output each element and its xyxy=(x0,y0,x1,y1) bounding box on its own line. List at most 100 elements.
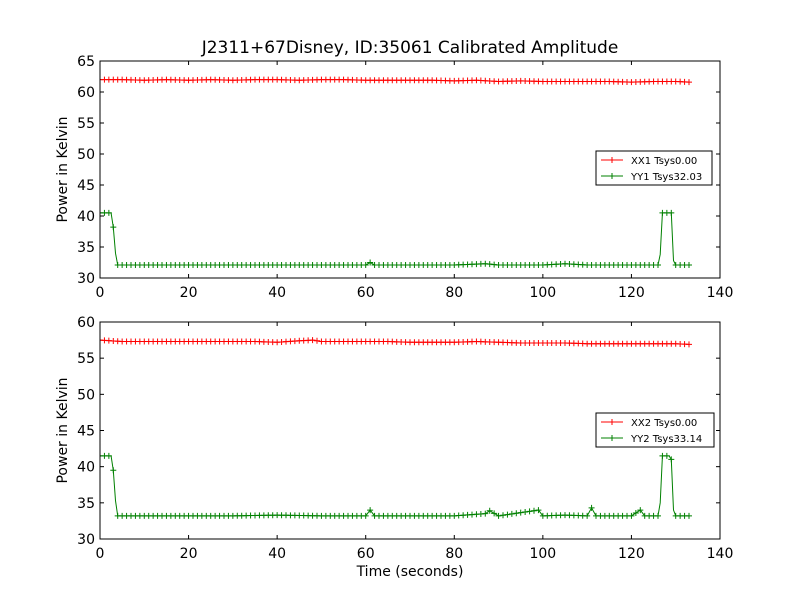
legend-marker xyxy=(609,173,615,179)
y-axis-label: Power in Kelvin xyxy=(55,116,71,222)
series-point xyxy=(110,467,117,474)
y-tick-label: 35 xyxy=(77,240,95,256)
x-tick-label: 100 xyxy=(529,546,556,562)
subplot-1: 0 20 40 60 80 100 120 140 30 35 40 45 50 55 60 65 Power … xyxy=(55,54,733,301)
series-point xyxy=(367,507,374,514)
series-point xyxy=(486,507,493,514)
x-tick-label: 0 xyxy=(96,285,105,301)
series-point xyxy=(491,510,498,517)
series-point xyxy=(362,261,369,268)
series-point xyxy=(482,510,489,517)
series-point xyxy=(500,512,506,519)
x-tick-label: 80 xyxy=(445,546,463,562)
legend-label: XX1 Tsys0.00 xyxy=(631,156,697,167)
x-tick-label: 60 xyxy=(357,285,375,301)
series-point xyxy=(686,341,692,348)
y-tick-label: 50 xyxy=(77,147,95,163)
series-point xyxy=(686,79,692,86)
y-tick-label: 40 xyxy=(77,209,95,225)
series-line xyxy=(100,212,689,266)
legend-entry: YY1 Tsys32.03 xyxy=(601,172,702,183)
x-tick-label: 20 xyxy=(180,546,198,562)
series-point xyxy=(535,507,542,514)
legend: XX1 Tsys0.00 YY1 Tsys32.03 xyxy=(595,150,713,186)
y-tick-label: 45 xyxy=(77,178,95,194)
series-point xyxy=(663,452,670,459)
series-point xyxy=(637,507,644,514)
y-tick-label: 35 xyxy=(77,496,95,512)
series-point xyxy=(522,509,529,515)
legend-marker xyxy=(609,157,615,163)
series-point xyxy=(495,512,502,519)
y-tick-label: 30 xyxy=(77,271,95,287)
legend-box xyxy=(595,150,713,186)
series-point xyxy=(655,512,661,519)
x-tick-label: 80 xyxy=(445,285,463,301)
y-tick-label: 65 xyxy=(77,54,95,70)
plot-area xyxy=(100,337,692,519)
series-point xyxy=(655,261,661,268)
y-axis-label: Power in Kelvin xyxy=(55,377,71,483)
series-point xyxy=(526,508,533,515)
y-tick-label: 55 xyxy=(77,116,95,132)
x-tick-label: 120 xyxy=(618,546,645,562)
y-tick-label: 60 xyxy=(77,315,95,331)
plot-area xyxy=(100,76,692,268)
series-point xyxy=(668,456,675,463)
x-tick-label: 140 xyxy=(707,546,734,562)
y-tick-label: 30 xyxy=(77,532,95,548)
series-point xyxy=(367,259,374,266)
x-tick-label: 140 xyxy=(707,285,734,301)
legend-marker xyxy=(609,435,615,441)
series-point xyxy=(309,337,316,344)
subplot-2: 0 20 40 60 80 100 120 140 30 35 40 45 50 55 60 Power in… xyxy=(55,315,733,562)
series-point xyxy=(105,452,112,459)
series-point xyxy=(628,512,635,519)
series-point xyxy=(632,509,639,516)
y-tick-label: 60 xyxy=(77,85,95,101)
x-tick-label: 60 xyxy=(357,546,375,562)
y-tick-label: 40 xyxy=(77,460,95,476)
series-xx1 xyxy=(100,76,692,86)
y-tick-label: 55 xyxy=(77,351,95,367)
series-point xyxy=(531,507,537,514)
legend-entry: YY2 Tsys33.14 xyxy=(601,434,702,445)
x-tick-label: 100 xyxy=(529,285,556,301)
legend-label: XX2 Tsys0.00 xyxy=(631,418,697,429)
series-yy1 xyxy=(100,209,692,268)
series-point xyxy=(517,509,524,516)
series-point xyxy=(105,209,112,216)
series-point xyxy=(508,510,515,517)
figure-title: J2311+67Disney, ID:35061 Calibrated Ampl… xyxy=(201,38,619,58)
legend-label: YY2 Tsys33.14 xyxy=(630,434,702,445)
series-point xyxy=(686,261,692,268)
series-point xyxy=(504,511,511,518)
legend-entry: XX2 Tsys0.00 xyxy=(601,418,697,429)
series-point xyxy=(513,510,520,517)
series-yy2 xyxy=(100,452,692,519)
x-tick-label: 40 xyxy=(268,285,286,301)
series-line xyxy=(100,455,689,517)
axes-frame xyxy=(99,60,721,279)
series-point xyxy=(588,504,595,511)
series-point xyxy=(686,512,692,519)
series-point xyxy=(362,512,369,519)
y-tick-label: 45 xyxy=(77,424,95,440)
subplots: 0 20 40 60 80 100 120 140 30 35 40 45 50 55 60 65 Power … xyxy=(55,54,733,562)
x-tick-label: 40 xyxy=(268,546,286,562)
series-xx2 xyxy=(100,337,692,348)
legend-entry: XX1 Tsys0.00 xyxy=(601,156,697,167)
series-point xyxy=(668,209,675,216)
series-point xyxy=(110,224,117,231)
legend: XX2 Tsys0.00 YY2 Tsys33.14 xyxy=(595,412,715,448)
x-tick-label: 20 xyxy=(180,285,198,301)
x-axis-label: Time (seconds) xyxy=(356,564,464,580)
series-point xyxy=(584,512,591,519)
legend-marker xyxy=(609,419,615,425)
x-tick-label: 120 xyxy=(618,285,645,301)
legend-label: YY1 Tsys32.03 xyxy=(630,172,702,183)
y-tick-label: 50 xyxy=(77,387,95,403)
series-point xyxy=(314,337,320,344)
